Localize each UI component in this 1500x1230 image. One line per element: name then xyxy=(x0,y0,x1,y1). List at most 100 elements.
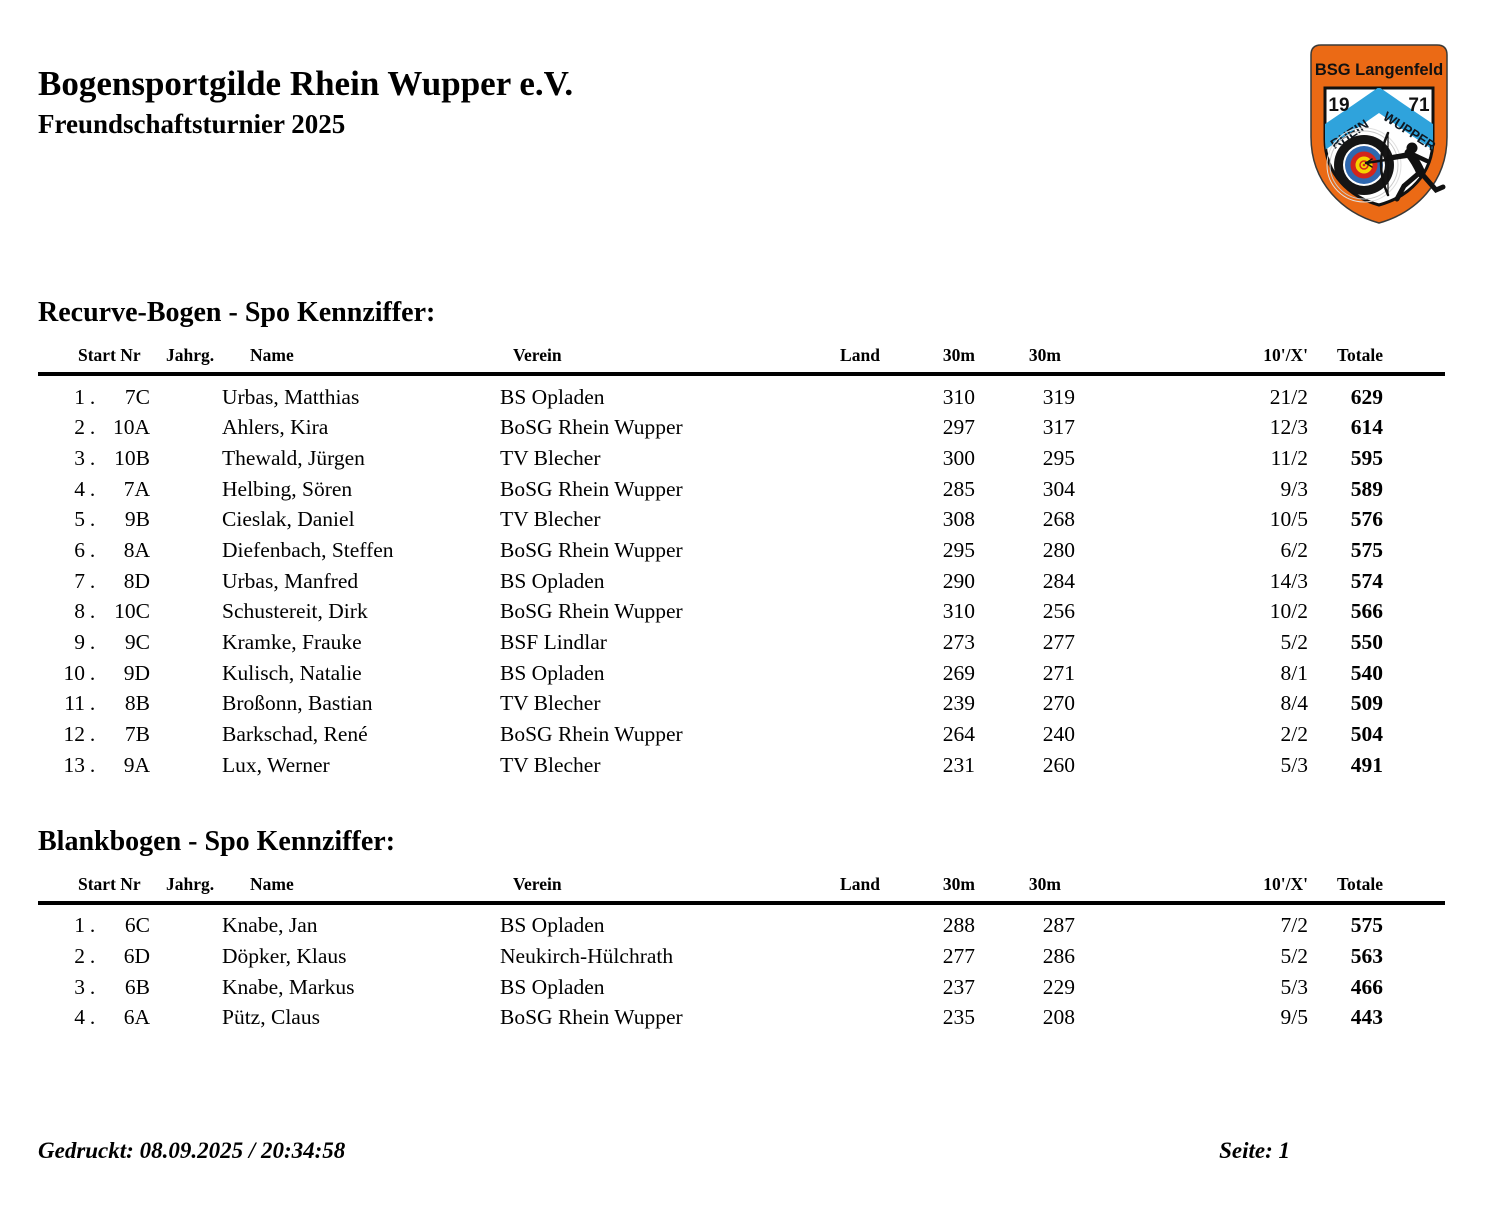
cell-jahrg xyxy=(152,505,222,536)
cell-totale: 466 xyxy=(1350,974,1383,999)
cell-tens-x: 10/5 xyxy=(1269,507,1308,532)
page-subtitle: Freundschaftsturnier 2025 xyxy=(38,109,346,140)
cell-spacer xyxy=(1383,1003,1445,1034)
cell-verein: BoSG Rhein Wupper xyxy=(500,538,683,563)
cell-jahrg xyxy=(152,750,222,781)
cell-30m-1: 231 xyxy=(942,752,975,777)
cell-tens-x: 11/2 xyxy=(1270,445,1308,470)
cell-jahrg xyxy=(152,689,222,720)
table-row: 8. 10C Schustereit, Dirk BoSG Rhein Wupp… xyxy=(38,597,1445,628)
cell-land xyxy=(830,689,890,720)
cell-land xyxy=(830,972,890,1003)
cell-jahrg xyxy=(152,941,222,972)
cell-name: Broßonn, Bastian xyxy=(222,691,373,716)
cell-start-nr: 6A xyxy=(123,1005,150,1030)
cell-30m-2: 295 xyxy=(1042,445,1075,470)
table-header-row: Start Nr Jahrg. Name Verein Land 30m 30m… xyxy=(38,866,1445,905)
column-header-start-nr: Start Nr xyxy=(38,866,152,905)
cell-land xyxy=(830,750,890,781)
cell-tens-x: 8/1 xyxy=(1280,660,1308,685)
cell-start-nr: 7C xyxy=(124,384,150,409)
cell-30m-1: 295 xyxy=(942,538,975,563)
cell-30m-2: 268 xyxy=(1042,507,1075,532)
cell-tens-x: 5/2 xyxy=(1280,943,1308,968)
cell-spacer xyxy=(1383,566,1445,597)
page-number: Seite: 1 xyxy=(1219,1138,1290,1163)
cell-tens-x: 6/2 xyxy=(1280,538,1308,563)
cell-spacer xyxy=(1383,443,1445,474)
cell-tens-x: 2/2 xyxy=(1280,722,1308,747)
cell-totale: 595 xyxy=(1350,445,1383,470)
cell-start-nr: 6B xyxy=(124,974,150,999)
page-title: Bogensportgilde Rhein Wupper e.V. xyxy=(38,64,574,103)
column-header-name: Name xyxy=(222,866,500,905)
cell-totale: 575 xyxy=(1350,538,1383,563)
cell-totale: 443 xyxy=(1350,1005,1383,1030)
table-header-row: Start Nr Jahrg. Name Verein Land 30m 30m… xyxy=(38,337,1445,376)
table-row: 9. 9C Kramke, Frauke BSF Lindlar 273 277… xyxy=(38,627,1445,658)
cell-tens-x: 5/3 xyxy=(1280,752,1308,777)
cell-spacer xyxy=(1383,374,1445,413)
cell-totale: 563 xyxy=(1350,943,1383,968)
cell-totale: 540 xyxy=(1350,660,1383,685)
logo-club-name: BSG Langenfeld xyxy=(1315,61,1443,79)
cell-30m-2: 260 xyxy=(1042,752,1075,777)
cell-totale: 575 xyxy=(1350,913,1383,938)
cell-name: Kulisch, Natalie xyxy=(222,660,362,685)
cell-30m-2: 271 xyxy=(1042,660,1075,685)
cell-rank: 2. xyxy=(74,415,96,440)
cell-totale: 491 xyxy=(1350,752,1383,777)
cell-start-nr: 9C xyxy=(124,630,150,655)
column-header-30m-2: 30m xyxy=(975,337,1075,376)
cell-rank: 8. xyxy=(74,599,96,624)
cell-jahrg xyxy=(152,903,222,942)
cell-spacer xyxy=(1383,535,1445,566)
cell-30m-1: 285 xyxy=(942,476,975,501)
results-table: Start Nr Jahrg. Name Verein Land 30m 30m… xyxy=(38,866,1445,1033)
cell-30m-1: 308 xyxy=(942,507,975,532)
cell-totale: 574 xyxy=(1350,568,1383,593)
cell-tens-x: 14/3 xyxy=(1269,568,1308,593)
cell-30m-2: 240 xyxy=(1042,722,1075,747)
cell-land xyxy=(830,1003,890,1034)
cell-totale: 509 xyxy=(1350,691,1383,716)
table-row: 4. 6A Pütz, Claus BoSG Rhein Wupper 235 … xyxy=(38,1003,1445,1034)
table-row: 3. 6B Knabe, Markus BS Opladen 237 229 5… xyxy=(38,972,1445,1003)
cell-rank: 2. xyxy=(74,943,96,968)
cell-land xyxy=(830,903,890,942)
cell-jahrg xyxy=(152,1003,222,1034)
cell-30m-2: 270 xyxy=(1042,691,1075,716)
table-row: 1. 7C Urbas, Matthias BS Opladen 310 319… xyxy=(38,374,1445,413)
cell-land xyxy=(830,505,890,536)
cell-name: Knabe, Markus xyxy=(222,974,355,999)
cell-30m-1: 269 xyxy=(942,660,975,685)
table-row: 7. 8D Urbas, Manfred BS Opladen 290 284 … xyxy=(38,566,1445,597)
cell-name: Kramke, Frauke xyxy=(222,630,362,655)
table-row: 4. 7A Helbing, Sören BoSG Rhein Wupper 2… xyxy=(38,474,1445,505)
cell-spacer xyxy=(1383,689,1445,720)
cell-verein: Neukirch-Hülchrath xyxy=(500,943,674,968)
cell-30m-1: 273 xyxy=(942,630,975,655)
column-header-30m-2: 30m xyxy=(975,866,1075,905)
cell-30m-1: 310 xyxy=(942,599,975,624)
cell-spacer xyxy=(1383,627,1445,658)
cell-land xyxy=(830,474,890,505)
cell-verein: BoSG Rhein Wupper xyxy=(500,476,683,501)
cell-30m-1: 310 xyxy=(942,384,975,409)
table-row: 2. 10A Ahlers, Kira BoSG Rhein Wupper 29… xyxy=(38,413,1445,444)
cell-30m-2: 229 xyxy=(1042,974,1075,999)
column-header-totale: Totale xyxy=(1308,337,1383,376)
printed-timestamp: Gedruckt: 08.09.2025 / 20:34:58 xyxy=(38,1138,346,1163)
cell-rank: 5. xyxy=(74,507,96,532)
cell-spacer xyxy=(1383,597,1445,628)
column-header-30m-1: 30m xyxy=(890,337,975,376)
cell-tens-x: 9/5 xyxy=(1280,1005,1308,1030)
cell-name: Knabe, Jan xyxy=(222,913,318,938)
cell-rank: 13. xyxy=(63,752,96,777)
cell-rank: 7. xyxy=(74,568,96,593)
cell-totale: 589 xyxy=(1350,476,1383,501)
cell-land xyxy=(830,413,890,444)
cell-rank: 3. xyxy=(74,445,96,470)
cell-verein: BS Opladen xyxy=(500,913,605,938)
cell-totale: 504 xyxy=(1350,722,1383,747)
